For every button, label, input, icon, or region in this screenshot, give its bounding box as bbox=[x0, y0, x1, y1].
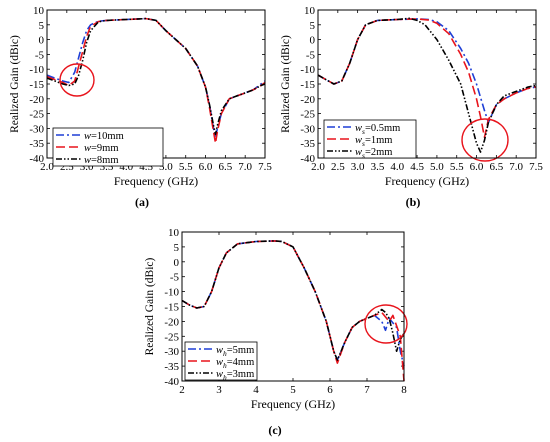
chart-panel-3: 2 3 4 5 6 7 8 10 5 0 -5 -10 -15 -20 -25 -30 -35 -40 wh=5mm… bbox=[144, 227, 408, 437]
panel-label: (a) bbox=[135, 195, 149, 209]
y-tick-label: 0 bbox=[310, 35, 316, 47]
legend-label: w=8mm bbox=[84, 155, 119, 166]
y-axis-label: Realized Gain (dBic) bbox=[280, 35, 292, 133]
plot-frame bbox=[181, 231, 405, 382]
legend-label: wh=3mm bbox=[216, 369, 254, 382]
y-tick-label: -5 bbox=[170, 272, 180, 284]
highlight-circle bbox=[59, 63, 95, 97]
x-tick-label: 7.5 bbox=[258, 161, 272, 173]
y-tick-label: 10 bbox=[33, 5, 45, 17]
legend-label: ws=0.5mm bbox=[355, 123, 400, 136]
chart-panel-2: 2.0 2.5 3.0 3.5 4.0 4.5 5.0 5.5 6.0 6.5 7.0 7.5 10 5 0… bbox=[280, 5, 543, 209]
x-tick-label: 7.0 bbox=[509, 161, 523, 173]
y-tick-label: -20 bbox=[29, 94, 44, 106]
y-tick-label: -30 bbox=[29, 123, 44, 135]
highlight-circle bbox=[461, 118, 509, 162]
legend-label: ws=1mm bbox=[355, 135, 392, 148]
series-line-2 bbox=[46, 17, 266, 144]
x-tick-label: 4 bbox=[253, 384, 259, 396]
x-tick-label: 6 bbox=[327, 384, 333, 396]
x-tick-label: 3 bbox=[216, 384, 222, 396]
x-tick-label: 7 bbox=[364, 384, 370, 396]
y-tick-label: -15 bbox=[164, 302, 179, 314]
x-axis-label: Frequency (GHz) bbox=[114, 174, 198, 188]
y-tick-label: -40 bbox=[164, 376, 179, 388]
legend-label: ws=2mm bbox=[355, 147, 392, 160]
y-tick-label: -40 bbox=[300, 153, 315, 165]
y-tick-label: 5 bbox=[174, 242, 180, 254]
x-tick-label: 2.0 bbox=[311, 161, 325, 173]
series-line-1 bbox=[317, 18, 537, 124]
x-tick-label: 2.5 bbox=[331, 161, 345, 173]
series-line-1 bbox=[46, 17, 266, 139]
y-axis-label: Realized Gain (dBic) bbox=[144, 257, 156, 355]
y-tick-label: -15 bbox=[300, 79, 315, 91]
x-tick-label: 6.5 bbox=[489, 161, 503, 173]
panel-label: (c) bbox=[268, 423, 281, 437]
y-tick-label: -30 bbox=[164, 346, 179, 358]
y-tick-label: 5 bbox=[39, 20, 45, 32]
y-tick-label: -35 bbox=[29, 138, 44, 150]
series-line-2 bbox=[317, 18, 537, 139]
y-tick-label: 10 bbox=[304, 5, 316, 17]
x-tick-label: 3.5 bbox=[371, 161, 385, 173]
highlight-circle bbox=[364, 304, 408, 344]
x-tick-label: 4.5 bbox=[410, 161, 424, 173]
y-tick-label: 0 bbox=[39, 35, 45, 47]
y-tick-label: 0 bbox=[174, 257, 180, 269]
x-tick-label: 5.0 bbox=[430, 161, 444, 173]
y-tick-label: -20 bbox=[300, 94, 315, 106]
y-axis-label: Realized Gain (dBic) bbox=[9, 35, 21, 133]
series-line-3 bbox=[46, 17, 266, 136]
x-tick-label: 4.0 bbox=[390, 161, 404, 173]
x-axis-label: Frequency (GHz) bbox=[251, 397, 335, 411]
x-tick-label: 6.0 bbox=[470, 161, 484, 173]
legend-label: w=10mm bbox=[84, 131, 124, 142]
x-tick-label: 5 bbox=[290, 384, 296, 396]
x-tick-label: 7.0 bbox=[238, 161, 252, 173]
x-tick-label: 7.5 bbox=[529, 161, 543, 173]
x-tick-label: 2 bbox=[179, 384, 185, 396]
legend-label: wh=4mm bbox=[216, 357, 254, 370]
x-tick-label: 8 bbox=[401, 384, 407, 396]
series-line-3 bbox=[181, 240, 405, 361]
y-tick-label: -25 bbox=[29, 109, 44, 121]
x-tick-label: 5.5 bbox=[179, 161, 193, 173]
y-tick-label: 5 bbox=[310, 20, 316, 32]
chart-panel-1: 2.0 2.5 3.0 3.5 4.0 4.5 5.0 5.5 6.0 6.5 7.0 7.51050… bbox=[9, 5, 272, 209]
legend-label: wh=5mm bbox=[216, 345, 254, 358]
series-line-3 bbox=[317, 17, 537, 153]
y-tick-label: -25 bbox=[164, 331, 179, 343]
y-tick-label: -10 bbox=[29, 64, 44, 76]
y-tick-label: -10 bbox=[300, 64, 315, 76]
y-tick-label: -35 bbox=[164, 361, 179, 373]
y-tick-label: -20 bbox=[164, 316, 179, 328]
plot-frame bbox=[317, 9, 537, 159]
y-tick-label: -30 bbox=[300, 123, 315, 135]
panel-label: (b) bbox=[406, 195, 421, 209]
y-tick-label: -25 bbox=[300, 109, 315, 121]
x-tick-label: 6.5 bbox=[218, 161, 232, 173]
y-tick-label: -40 bbox=[29, 153, 44, 165]
y-tick-label: -15 bbox=[29, 79, 44, 91]
y-tick-label: -5 bbox=[306, 49, 316, 61]
x-tick-label: 6.0 bbox=[199, 161, 213, 173]
y-tick-label: -10 bbox=[164, 287, 179, 299]
y-tick-label: -5 bbox=[35, 49, 45, 61]
x-axis-label: Frequency (GHz) bbox=[385, 174, 469, 188]
legend-label: w=9mm bbox=[84, 143, 119, 154]
y-tick-label: 10 bbox=[168, 227, 180, 239]
x-tick-label: 3.0 bbox=[351, 161, 365, 173]
x-tick-label: 2.0 bbox=[40, 161, 54, 173]
y-tick-label: -35 bbox=[300, 138, 315, 150]
x-tick-label: 5.5 bbox=[450, 161, 464, 173]
